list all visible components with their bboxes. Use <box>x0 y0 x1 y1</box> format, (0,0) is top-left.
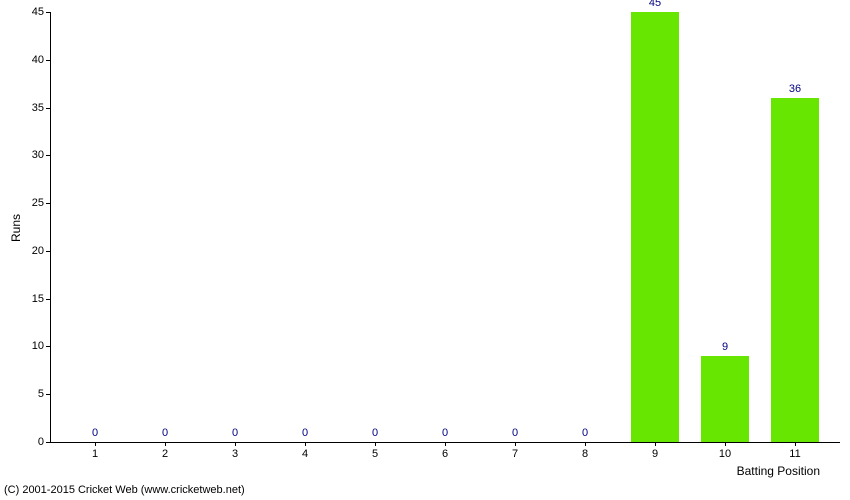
x-tick-label: 5 <box>372 448 378 460</box>
value-label: 0 <box>232 427 238 439</box>
y-axis-line <box>50 12 51 442</box>
y-tick <box>46 12 50 13</box>
chart-container: Runs Batting Position (C) 2001-2015 Cric… <box>0 0 850 500</box>
y-tick-label: 15 <box>26 293 44 305</box>
y-tick-label: 5 <box>26 388 44 400</box>
x-tick-label: 1 <box>92 448 98 460</box>
x-tick <box>305 442 306 446</box>
y-tick-label: 35 <box>26 102 44 114</box>
bar <box>771 98 819 442</box>
value-label: 0 <box>512 427 518 439</box>
y-tick <box>46 299 50 300</box>
x-axis-title: Batting Position <box>737 464 820 478</box>
value-label: 36 <box>789 83 801 95</box>
y-tick <box>46 346 50 347</box>
value-label: 0 <box>582 427 588 439</box>
y-tick <box>46 394 50 395</box>
value-label: 0 <box>442 427 448 439</box>
y-tick <box>46 60 50 61</box>
x-tick <box>515 442 516 446</box>
x-tick-label: 6 <box>442 448 448 460</box>
y-tick-label: 20 <box>26 245 44 257</box>
value-label: 9 <box>722 341 728 353</box>
x-tick-label: 8 <box>582 448 588 460</box>
bar <box>631 12 679 442</box>
x-tick <box>655 442 656 446</box>
x-tick <box>795 442 796 446</box>
value-label: 0 <box>302 427 308 439</box>
x-tick <box>725 442 726 446</box>
y-tick-label: 10 <box>26 340 44 352</box>
x-tick-label: 10 <box>719 448 731 460</box>
x-tick-label: 11 <box>789 448 800 460</box>
x-tick-label: 3 <box>232 448 238 460</box>
value-label: 45 <box>649 0 661 9</box>
x-tick <box>445 442 446 446</box>
value-label: 0 <box>162 427 168 439</box>
value-label: 0 <box>92 427 98 439</box>
x-tick <box>585 442 586 446</box>
copyright-text: (C) 2001-2015 Cricket Web (www.cricketwe… <box>4 484 245 496</box>
x-tick <box>375 442 376 446</box>
x-tick <box>165 442 166 446</box>
y-tick-label: 45 <box>26 6 44 18</box>
x-tick-label: 7 <box>512 448 518 460</box>
y-tick-label: 0 <box>26 436 44 448</box>
y-tick-label: 40 <box>26 54 44 66</box>
value-label: 0 <box>372 427 378 439</box>
x-tick <box>95 442 96 446</box>
x-tick-label: 9 <box>652 448 658 460</box>
bar <box>701 356 749 442</box>
x-tick-label: 4 <box>302 448 308 460</box>
y-tick <box>46 108 50 109</box>
y-tick <box>46 155 50 156</box>
x-tick <box>235 442 236 446</box>
y-tick-label: 30 <box>26 149 44 161</box>
y-tick <box>46 203 50 204</box>
y-axis-title: Runs <box>9 214 23 242</box>
x-tick-label: 2 <box>162 448 168 460</box>
y-tick-label: 25 <box>26 197 44 209</box>
y-tick <box>46 442 50 443</box>
y-tick <box>46 251 50 252</box>
